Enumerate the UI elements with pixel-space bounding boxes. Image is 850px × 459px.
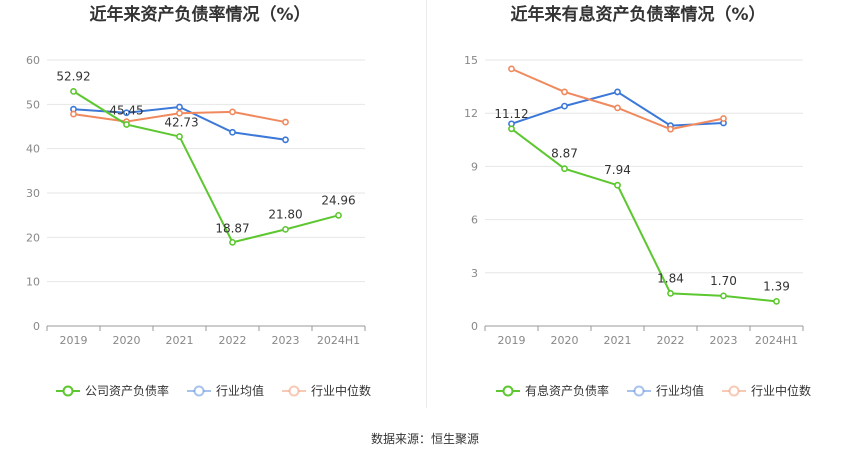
- y-tick-label: 20: [26, 231, 40, 244]
- data-point: [508, 65, 515, 73]
- data-point: [282, 118, 289, 126]
- data-point: [176, 103, 183, 111]
- y-tick-label: 15: [464, 54, 478, 67]
- data-point: [70, 110, 77, 118]
- data-point: [282, 136, 289, 144]
- legend-label: 行业中位数: [751, 383, 811, 398]
- y-tick-label: 0: [33, 320, 40, 333]
- data-point: [561, 88, 568, 96]
- legend-marker: [502, 385, 514, 397]
- x-tick-label: 2020: [113, 334, 141, 347]
- x-tick-label: 2022: [219, 334, 247, 347]
- y-tick-label: 0: [471, 320, 478, 333]
- data-point: [176, 109, 183, 117]
- data-label: 24.96: [321, 193, 355, 207]
- x-tick-label: 2020: [551, 334, 579, 347]
- data-label: 21.80: [268, 207, 302, 221]
- data-label: 45.45: [109, 104, 143, 118]
- legend-item: 行业均值: [627, 383, 704, 398]
- legend-label: 有息资产负债率: [525, 383, 609, 398]
- legend-marker: [728, 385, 740, 397]
- data-point: [614, 104, 621, 112]
- data-point: [70, 87, 77, 95]
- data-point: [667, 125, 674, 133]
- data-point: [614, 181, 621, 189]
- x-tick-label: 2023: [710, 334, 738, 347]
- data-point: [720, 115, 727, 122]
- data-label: 8.87: [551, 147, 578, 161]
- y-tick-label: 12: [464, 107, 478, 120]
- y-tick-label: 6: [471, 214, 478, 227]
- legend-marker: [633, 385, 645, 397]
- data-point: [123, 109, 130, 117]
- x-tick-label: 2024H1: [317, 334, 360, 347]
- legend-item: 公司资产负债率: [56, 383, 169, 398]
- x-tick-label: 2021: [604, 334, 632, 347]
- y-tick-label: 30: [26, 187, 40, 200]
- data-label: 42.73: [164, 116, 198, 130]
- legend-item: 行业中位数: [282, 383, 371, 398]
- data-label: 1.39: [763, 279, 790, 293]
- data-point: [561, 165, 568, 173]
- data-point: [229, 108, 236, 116]
- series-line: [510, 128, 777, 303]
- data-label: 52.92: [56, 69, 90, 83]
- data-point: [282, 225, 289, 233]
- data-label: 18.87: [215, 221, 249, 235]
- legend-item: 行业均值: [187, 383, 264, 398]
- data-point: [123, 121, 130, 128]
- data-point: [229, 238, 236, 246]
- data-label: 7.94: [604, 163, 631, 177]
- x-tick-label: 2019: [60, 334, 88, 347]
- chart-title: 近年来有息资产负债率情况（%）: [510, 4, 765, 25]
- x-tick-label: 2021: [166, 334, 194, 347]
- data-point: [667, 289, 674, 297]
- data-point: [561, 102, 568, 110]
- data-point: [508, 125, 515, 133]
- data-point: [614, 88, 621, 96]
- legend-label: 行业均值: [656, 383, 704, 398]
- x-tick-label: 2024H1: [755, 334, 798, 347]
- legend-marker: [288, 385, 300, 397]
- x-tick-label: 2019: [498, 334, 526, 347]
- legend-label: 公司资产负债率: [85, 383, 169, 398]
- y-tick-label: 40: [26, 143, 40, 156]
- interest-liability-ratio-chart: 近年来有息资产负债率情况（%） 0 3 6 9 12 15 2019 2020 2021 2022 2…: [464, 4, 811, 398]
- liability-ratio-chart: 近年来资产负债率情况（%） 0 10 20 30 40 50 60 2019 2020 2021 20…: [26, 4, 371, 398]
- series-line: [511, 67, 724, 131]
- data-point: [720, 292, 727, 300]
- legend-label: 行业中位数: [311, 383, 371, 398]
- legend-marker: [62, 385, 74, 397]
- data-label: 11.12: [494, 107, 528, 121]
- data-point: [229, 128, 236, 136]
- data-point: [176, 133, 183, 140]
- y-tick-label: 9: [471, 160, 478, 173]
- legend-item: 行业中位数: [722, 383, 811, 398]
- y-tick-label: 3: [471, 267, 478, 280]
- data-label: 1.70: [710, 274, 737, 288]
- chart-title: 近年来资产负债率情况（%）: [89, 4, 310, 25]
- source-note: 数据来源：恒生聚源: [371, 431, 479, 446]
- legend-label: 行业均值: [216, 383, 264, 398]
- legend-item: 有息资产负债率: [496, 383, 609, 398]
- data-point: [773, 297, 780, 305]
- y-tick-label: 60: [26, 54, 40, 67]
- data-label: 1.84: [657, 271, 684, 285]
- x-tick-label: 2023: [272, 334, 300, 347]
- y-tick-label: 50: [26, 98, 40, 111]
- legend-marker: [193, 385, 205, 397]
- data-point: [335, 211, 342, 219]
- y-tick-label: 10: [26, 276, 40, 289]
- x-tick-label: 2022: [657, 334, 685, 347]
- series-line: [72, 90, 339, 244]
